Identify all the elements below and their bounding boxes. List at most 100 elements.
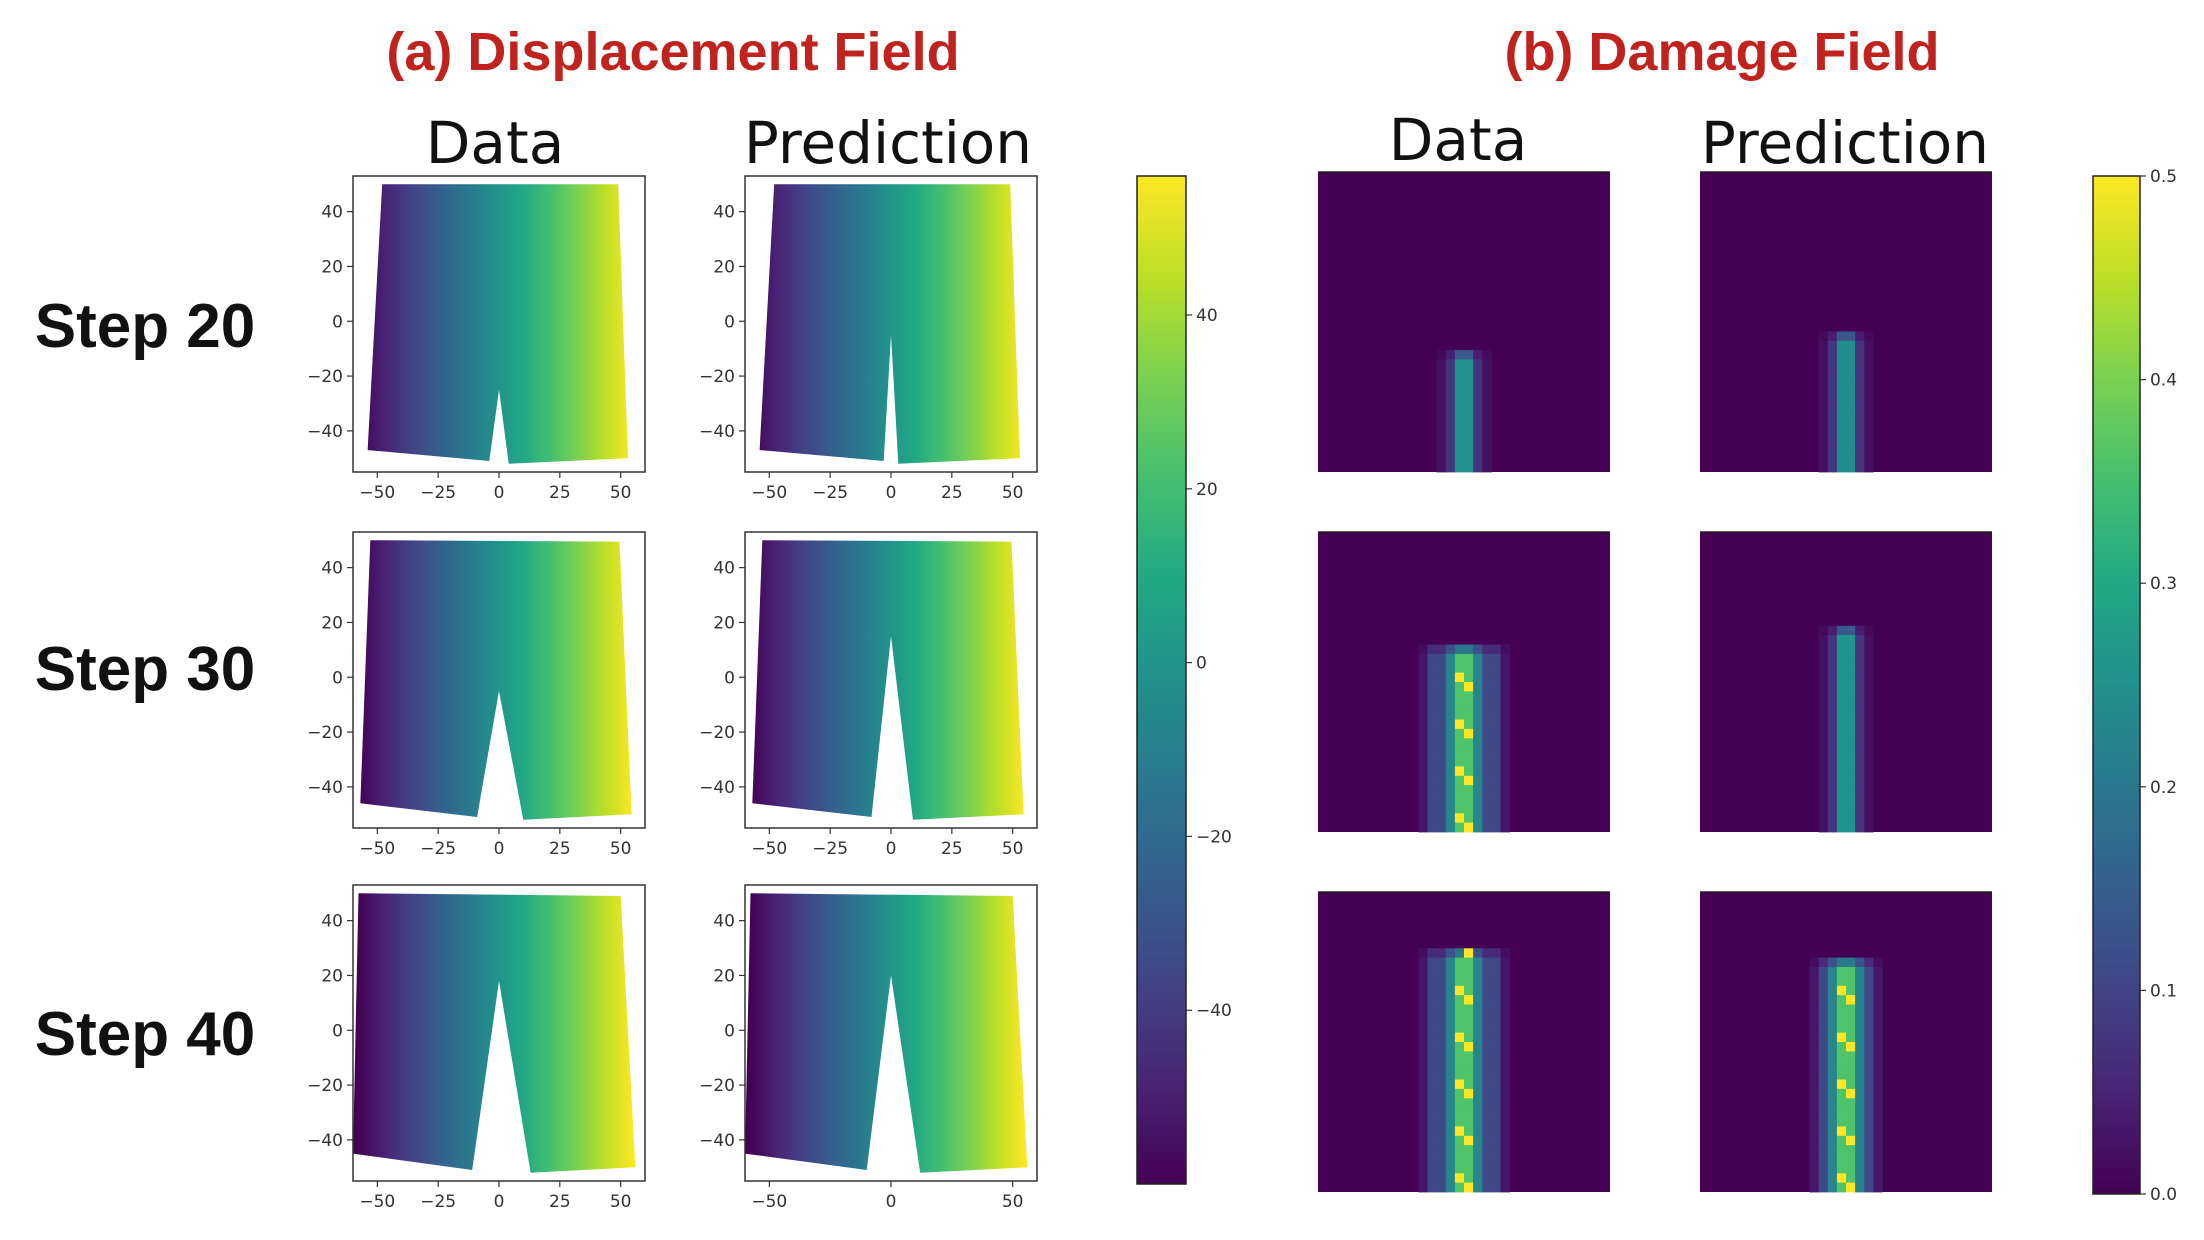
damage-cell xyxy=(1436,967,1447,977)
damage-cell xyxy=(1855,967,1865,977)
damage-cell xyxy=(1454,1060,1465,1071)
x-tick-label: 50 xyxy=(1002,1192,1024,1212)
damage-cell xyxy=(1427,1154,1437,1165)
damage-cell xyxy=(1836,635,1847,645)
damage-cell xyxy=(1436,948,1447,959)
damage-cell xyxy=(1827,434,1838,445)
damage-cell xyxy=(1827,1107,1838,1118)
damage-cell xyxy=(1427,1098,1437,1109)
damage-cell xyxy=(1809,985,1819,996)
damage-cell xyxy=(1836,340,1847,351)
damage-cell xyxy=(1491,1060,1501,1071)
damage-cell xyxy=(1827,710,1838,720)
damage-cell xyxy=(1873,1060,1883,1071)
damage-cell xyxy=(1818,1060,1829,1071)
damage-cell xyxy=(1464,672,1474,683)
damage-cell xyxy=(1846,462,1856,473)
damage-cell xyxy=(1454,397,1465,407)
damage-cell xyxy=(1473,1088,1483,1099)
damage-cell xyxy=(1855,1023,1865,1034)
displacement-field-mesh xyxy=(745,893,1028,1173)
damage-cell xyxy=(1454,813,1465,824)
damage-cell xyxy=(1427,1060,1437,1071)
damage-cell xyxy=(1464,415,1474,426)
damage-cell xyxy=(1818,682,1829,692)
damage-cell xyxy=(1418,948,1428,959)
damage-cell xyxy=(1846,434,1856,445)
dmg-prediction-title: Prediction xyxy=(1701,109,1989,177)
damage-cell xyxy=(1491,1163,1501,1174)
damage-cell xyxy=(1491,1070,1501,1080)
damage-cell xyxy=(1445,397,1456,407)
displacement-panel-3-prediction: 40 20 0 −20 −40 −50 0 50 xyxy=(699,884,1038,1212)
damage-cell xyxy=(1873,1098,1883,1109)
damage-cell xyxy=(1827,378,1838,389)
damage-cell xyxy=(1836,766,1847,777)
damage-cell xyxy=(1445,378,1456,389)
damage-cell xyxy=(1482,653,1492,664)
damage-cell xyxy=(1473,378,1483,389)
damage-cell xyxy=(1445,1182,1456,1193)
damage-cell xyxy=(1864,625,1874,636)
damage-cell xyxy=(1445,453,1456,464)
damage-cell xyxy=(1846,625,1856,636)
damage-cell xyxy=(1827,663,1838,674)
damage-cell xyxy=(1464,710,1474,720)
damage-cell xyxy=(1427,747,1437,758)
damage-cell xyxy=(1500,1023,1510,1034)
damage-cell xyxy=(1500,766,1510,777)
damage-cell xyxy=(1818,425,1829,435)
damage-cell xyxy=(1482,359,1492,370)
damage-cell xyxy=(1482,1032,1492,1043)
damage-cell xyxy=(1445,1088,1456,1099)
damage-cell xyxy=(1836,1182,1847,1193)
damage-cell xyxy=(1482,682,1492,692)
damage-cell xyxy=(1491,794,1501,805)
damage-cell xyxy=(1445,794,1456,805)
damage-cell xyxy=(1846,653,1856,664)
x-tick-label: 50 xyxy=(1002,483,1024,503)
damage-cell xyxy=(1464,1182,1474,1193)
damage-cell xyxy=(1491,1145,1501,1155)
damage-cell xyxy=(1445,644,1456,655)
damage-cell xyxy=(1846,785,1856,795)
displacement-field-mesh xyxy=(759,184,1020,464)
damage-cell xyxy=(1500,1013,1510,1024)
damage-cell xyxy=(1827,331,1838,342)
damage-cell xyxy=(1445,1042,1456,1052)
damage-cell xyxy=(1464,387,1474,398)
damage-title: (b) Damage Field xyxy=(1504,22,1939,82)
x-tick-label: 25 xyxy=(549,1192,571,1212)
damage-cell xyxy=(1827,368,1838,379)
damage-cell xyxy=(1491,1135,1501,1146)
damage-cell xyxy=(1827,719,1838,730)
damage-cell xyxy=(1864,331,1874,342)
damage-cell xyxy=(1818,663,1829,674)
damage-cell xyxy=(1873,1032,1883,1043)
damage-cell xyxy=(1482,1126,1492,1137)
damage-cell xyxy=(1855,378,1865,389)
damage-cell xyxy=(1855,443,1865,454)
damage-cell xyxy=(1827,1079,1838,1090)
damage-cell xyxy=(1836,1070,1847,1080)
damage-cell xyxy=(1454,1107,1465,1118)
damage-cell xyxy=(1836,1051,1847,1062)
colorbar-tick-label: 0.0 xyxy=(2150,1185,2177,1205)
damage-cell xyxy=(1836,728,1847,739)
damage-cell xyxy=(1454,359,1465,370)
damage-cell xyxy=(1855,710,1865,720)
damage-cell xyxy=(1846,1126,1856,1137)
damage-cell xyxy=(1482,691,1492,702)
damage-cell xyxy=(1864,359,1874,370)
damage-cell xyxy=(1846,1060,1856,1071)
damage-cell xyxy=(1454,443,1465,454)
damage-cell xyxy=(1454,995,1465,1005)
damage-cell xyxy=(1491,1173,1501,1184)
damage-cell xyxy=(1464,1088,1474,1099)
damage-cell xyxy=(1500,738,1510,749)
damage-cell xyxy=(1491,1042,1501,1052)
damage-cell xyxy=(1482,350,1492,360)
displacement-panel-1-prediction: 40 20 0 −20 −40 −50 −25 0 25 50 xyxy=(699,175,1038,503)
damage-cell xyxy=(1864,1004,1874,1015)
damage-cell xyxy=(1818,794,1829,805)
